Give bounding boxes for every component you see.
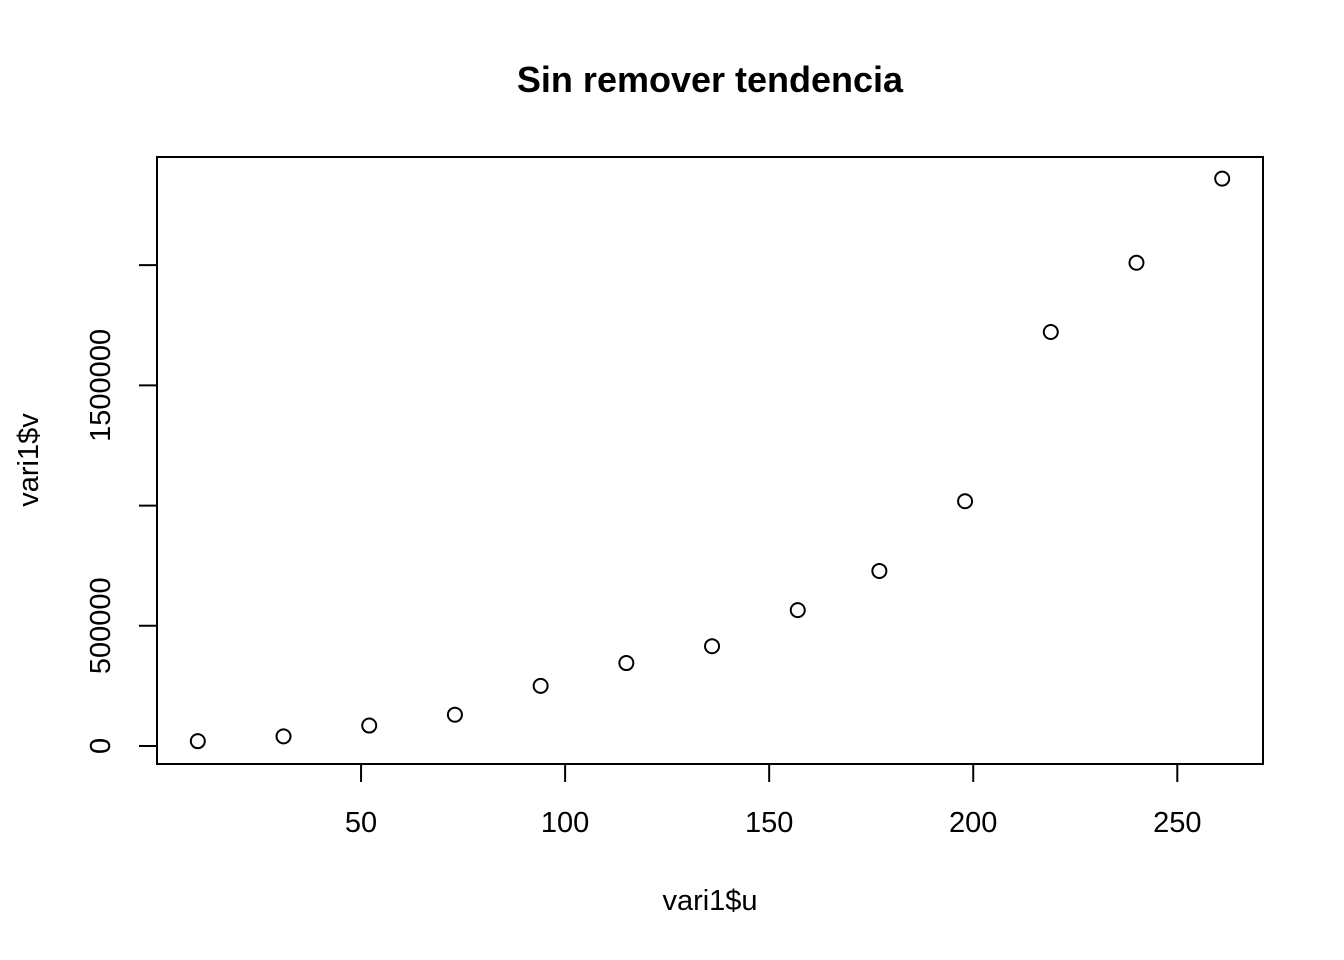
data-point (1042, 324, 1059, 341)
data-point (361, 717, 378, 734)
data-point (871, 562, 888, 579)
data-point (189, 733, 206, 750)
plot-frame (156, 156, 1264, 765)
x-tick-label: 100 (541, 807, 589, 839)
x-tick-label: 50 (345, 807, 377, 839)
x-axis: 50 100 150 200 250 (345, 764, 1201, 839)
data-point (789, 602, 806, 619)
data-point (1128, 254, 1145, 271)
y-tick-label: 500000 (85, 577, 117, 674)
y-tick-label: 0 (85, 738, 117, 754)
x-tick-label: 200 (949, 807, 997, 839)
data-point (1214, 170, 1231, 187)
data-point (704, 638, 721, 655)
data-point (957, 493, 974, 510)
x-axis-title: vari1$u (662, 885, 757, 917)
y-tick-label: 1500000 (85, 329, 117, 442)
data-point (275, 728, 292, 745)
data-point (618, 655, 635, 672)
data-point (532, 677, 549, 694)
y-axis-title: vari1$v (13, 413, 45, 507)
chart-title: Sin remover tendencia (517, 59, 904, 100)
x-tick-label: 250 (1153, 807, 1201, 839)
data-points (189, 170, 1231, 750)
x-tick-label: 150 (745, 807, 793, 839)
y-axis: 0 500000 1500000 (85, 264, 157, 754)
data-point (446, 706, 463, 723)
